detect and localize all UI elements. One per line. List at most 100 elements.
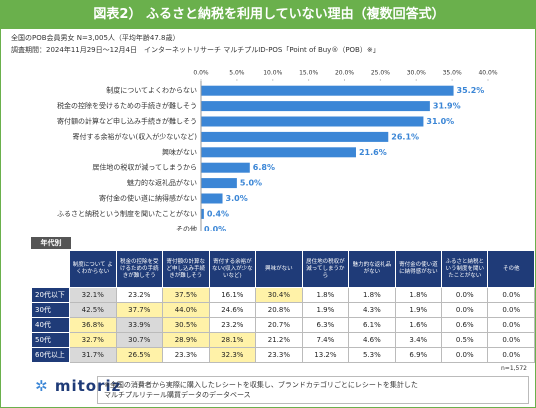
x-tick-label: 30.0% (407, 70, 426, 77)
bar (201, 193, 223, 204)
x-tick-label: 10.0% (263, 70, 282, 77)
value-label: 26.1% (391, 132, 419, 141)
cell: 0.0% (487, 287, 535, 303)
row-label: 60代以上 (31, 347, 70, 363)
x-tick-label: 5.0% (229, 70, 245, 77)
cell: 6.3% (301, 317, 350, 333)
category-label: 制度についてよくわからない (106, 86, 197, 95)
cell: 21.2% (255, 332, 303, 348)
cell: 1.8% (301, 287, 350, 303)
cell: 23.2% (208, 317, 257, 333)
cell: 0.0% (441, 302, 489, 318)
cell: 16.1% (208, 287, 257, 303)
cell: 0.0% (487, 302, 535, 318)
cell: 30.5% (162, 317, 210, 333)
column-header: 寄付金の使い道に納得感がない (394, 250, 443, 288)
cell: 0.0% (487, 347, 535, 363)
cell: 23.3% (255, 347, 303, 363)
chart: 0.0% 5.0% 10.0% 15.0% 20.0% 25.0% 30.0% 35.0% 40… (57, 70, 498, 231)
value-label: 31.9% (433, 102, 461, 111)
cell: 1.9% (394, 302, 443, 318)
cell: 44.0% (162, 302, 210, 318)
cell: 1.8% (394, 287, 443, 303)
category-label: 税金の控除を受けるための手続きが難しそう (57, 101, 197, 110)
value-label: 35.2% (457, 86, 485, 95)
bar (201, 116, 424, 127)
title: 図表2） ふるさと納税を利用していない理由（複数回答式） (1, 1, 535, 29)
x-tick-label: 40.0% (478, 70, 497, 77)
cell: 5.3% (348, 347, 396, 363)
cell: 0.0% (487, 332, 535, 348)
cell: 31.7% (68, 347, 117, 363)
bar (201, 208, 204, 219)
cell: 7.4% (301, 332, 350, 348)
category-label: 魅力的な返礼品がない (127, 178, 197, 187)
sample-size: n=1,572 (500, 365, 527, 372)
row-label: 20代以下 (31, 287, 70, 303)
logo: ✲ mitoriz (35, 377, 122, 395)
bar (201, 131, 389, 142)
cell: 28.1% (208, 332, 257, 348)
x-tick-label: 25.0% (371, 70, 390, 77)
row-label: 30代 (31, 302, 70, 318)
footer-note-line: ※全国の消費者から実際に購入したレシートを収集し、ブランドカテゴリごとにレシート… (104, 381, 418, 389)
row: 30代 42.5% 37.7% 44.0% 24.6% 20.8% 1.9% 4.3% 1.9%… (31, 302, 535, 318)
x-tick-label: 35.0% (443, 70, 462, 77)
cell: 32.3% (208, 347, 257, 363)
cell: 4.3% (348, 302, 396, 318)
header-row: 制度について よくわからない 税金の控除を受けるための手続きが難しそう 寄付額の計算… (31, 250, 535, 288)
cell: 1.8% (348, 287, 396, 303)
row-label: 40代 (31, 317, 70, 333)
cell: 6.9% (394, 347, 443, 363)
cell: 23.2% (115, 287, 164, 303)
row: 20代以下 32.1% 23.2% 37.5% 16.1% 30.4% 1.8% 1.8% 1.… (31, 287, 535, 303)
cell: 0.6% (441, 317, 489, 333)
x-tick-label: 15.0% (299, 70, 318, 77)
x-tick-label: 0.0% (193, 70, 209, 77)
value-label: 6.8% (253, 163, 275, 172)
category-label: 寄付する余裕がない(収入が少ないなど) (73, 132, 198, 141)
category-label: 居住地の税収が減ってしまうから (92, 163, 197, 172)
footer-note-line: マルチプルリテール購買データのデータベース (104, 391, 251, 399)
row-label: 50代 (31, 332, 70, 348)
corner (31, 250, 70, 288)
column-header: ふるさと納税という制度を聞いたことがない (441, 250, 489, 288)
column-header: 寄付額の計算など申し込み手続きが難しそう (162, 250, 210, 288)
cell: 20.7% (255, 317, 303, 333)
value-label: 5.0% (240, 179, 262, 188)
cell: 30.7% (115, 332, 164, 348)
category-label: 寄付金の使い道に納得感がない (99, 194, 197, 203)
value-label: 0.0% (204, 225, 226, 231)
cell: 4.6% (348, 332, 396, 348)
cell: 37.7% (115, 302, 164, 318)
cell: 36.8% (68, 317, 117, 333)
category-label: ふるさと納税という制度を聞いたことがない (57, 209, 197, 218)
cell: 37.5% (162, 287, 210, 303)
column-header: 興味がない (255, 250, 303, 288)
cell: 0.0% (441, 287, 489, 303)
row: 60代以上 31.7% 26.5% 23.3% 32.3% 23.3% 13.2% 5.3% 6… (31, 347, 535, 363)
column-header: 制度について よくわからない (68, 250, 117, 288)
table-label: 年代別 (31, 237, 71, 249)
table: 制度について よくわからない 税金の控除を受けるための手続きが難しそう 寄付額の計算… (31, 250, 535, 363)
footer-note: ※全国の消費者から実際に購入したレシートを収集し、ブランドカテゴリごとにレシート… (97, 376, 529, 404)
cell: 1.6% (394, 317, 443, 333)
bar (201, 178, 237, 189)
value-label: 3.0% (226, 194, 248, 203)
cell: 23.3% (162, 347, 210, 363)
x-tick-label: 20.0% (335, 70, 354, 77)
row: 50代 32.7% 30.7% 28.9% 28.1% 21.2% 7.4% 4.6% 3.4%… (31, 332, 535, 348)
cell: 13.2% (301, 347, 350, 363)
category-label: 寄付額の計算など申し込み手続きが難しそう (57, 117, 197, 126)
cell: 6.1% (348, 317, 396, 333)
cell: 24.6% (208, 302, 257, 318)
cell: 33.9% (115, 317, 164, 333)
bar (201, 162, 250, 173)
cell: 3.4% (394, 332, 443, 348)
cell: 26.5% (115, 347, 164, 363)
logo-text: mitoriz (54, 377, 122, 395)
value-label: 21.6% (359, 148, 387, 157)
cell: 0.0% (487, 317, 535, 333)
column-header: 居住地の税収が減ってしまうから (301, 250, 350, 288)
